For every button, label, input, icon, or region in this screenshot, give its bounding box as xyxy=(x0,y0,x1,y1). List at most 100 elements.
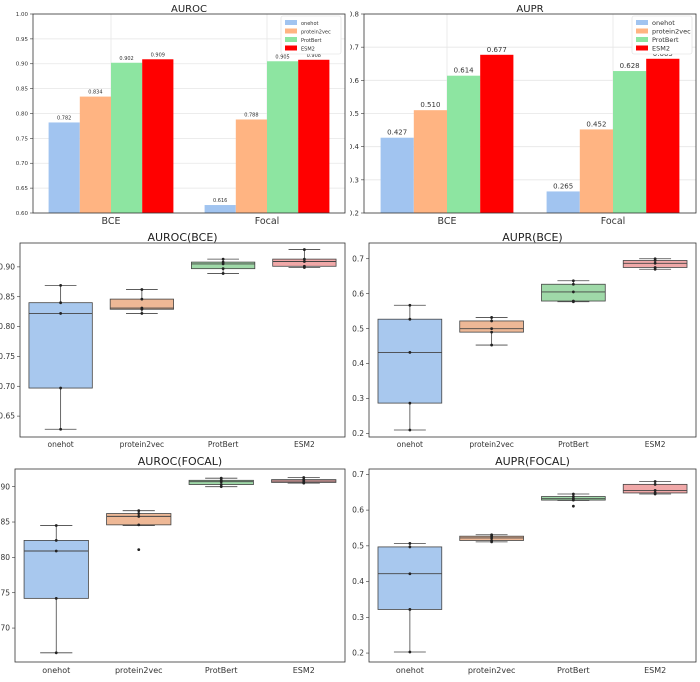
bar-esm2-focal xyxy=(298,59,330,213)
data-label: 0.265 xyxy=(553,182,573,190)
data-point xyxy=(408,428,412,432)
y-tick-label: 0.4 xyxy=(352,577,364,586)
data-point xyxy=(653,261,657,265)
data-point xyxy=(221,260,225,264)
data-point xyxy=(490,319,494,323)
auroc-bce-box-chart: AUROC(BCE) 0.65 0.70 0.75 0.80 0.85 0.90 onehot… xyxy=(0,226,350,452)
legend-swatch-onehot xyxy=(636,20,648,25)
chart-title: AUROC(BCE) xyxy=(147,231,217,244)
data-point xyxy=(54,651,58,655)
x-tick-label: ProtBert xyxy=(205,666,238,675)
data-point xyxy=(137,509,141,513)
bar-protbert-bce xyxy=(111,62,143,213)
data-label: 0.902 xyxy=(119,56,133,62)
y-tick-label: 1.00 xyxy=(16,12,29,18)
box-protein2vec xyxy=(459,320,524,333)
data-point xyxy=(571,282,575,286)
x-tick-label: Focal xyxy=(601,216,626,227)
y-tick-label: 0.2 xyxy=(350,209,359,217)
chart-svg: AUROC(FOCAL) 0.70 0.75 0.80 0.85 0.90 onehot pr… xyxy=(0,455,346,675)
y-tick-label: 0.7 xyxy=(352,254,364,263)
data-point xyxy=(490,327,494,331)
data-point xyxy=(137,548,141,551)
data-point xyxy=(137,512,141,515)
x-tick-label: ESM2 xyxy=(644,666,666,675)
legend-label: ESM2 xyxy=(652,45,670,53)
x-tick-label: onehot xyxy=(48,440,74,449)
legend-label: protein2vec xyxy=(301,30,331,36)
data-point xyxy=(59,427,63,431)
chart-svg: AUROC 0.60 0.65 0.70 0.75 0.80 0.85 0.90 0.95 1.0… xyxy=(16,4,346,227)
data-point xyxy=(408,650,412,654)
legend-swatch-protein2vec xyxy=(285,28,297,34)
chart-title: AUPR(FOCAL) xyxy=(495,455,570,468)
aupr-focal-box-chart: AUPR(FOCAL) 0.2 0.3 0.4 0.5 0.6 0.7 onehot prote… xyxy=(350,452,700,678)
legend-swatch-esm2 xyxy=(636,45,648,51)
bar-protbert-focal xyxy=(613,71,647,214)
y-tick-label: 0.2 xyxy=(352,429,364,438)
y-tick-label: 0.90 xyxy=(0,263,15,272)
data-point xyxy=(140,306,144,310)
data-point xyxy=(302,260,306,263)
auroc-bar-chart: AUROC 0.60 0.65 0.70 0.75 0.80 0.85 0.90 0.95 1.0… xyxy=(0,0,350,228)
legend-swatch-onehot xyxy=(285,20,297,25)
chart-title: AUROC(FOCAL) xyxy=(138,455,222,468)
plot-frame xyxy=(368,242,697,438)
y-tick-label: 0.90 xyxy=(0,482,10,491)
x-tick-label: ESM2 xyxy=(645,440,666,449)
data-point xyxy=(140,297,144,301)
legend-label: ProtBert xyxy=(301,38,321,44)
y-tick-label: 0.70 xyxy=(16,161,29,167)
chart-title: AUPR xyxy=(516,4,543,15)
y-tick-label: 0.70 xyxy=(0,624,10,633)
x-tick-label: onehot xyxy=(396,666,424,675)
data-point xyxy=(302,476,306,479)
box-onehot xyxy=(28,302,93,389)
y-tick-label: 0.70 xyxy=(0,382,15,391)
bar-esm2-focal xyxy=(646,58,680,214)
y-tick-label: 0.60 xyxy=(16,211,29,217)
x-tick-label: ProtBert xyxy=(558,440,589,449)
data-point xyxy=(408,572,412,576)
aupr-bar-chart: AUPR 0.2 0.3 0.4 0.5 0.6 0.7 0.8 0.427 0.510 0.614… xyxy=(348,0,700,228)
data-point xyxy=(59,301,63,305)
x-tick-label: protein2vec xyxy=(120,440,165,449)
y-tick-label: 0.95 xyxy=(16,37,29,43)
data-point xyxy=(59,312,63,315)
x-tick-label: ProtBert xyxy=(557,666,590,675)
data-point xyxy=(221,257,225,261)
y-tick-label: 0.5 xyxy=(352,541,364,550)
chart-svg: AUPR 0.2 0.3 0.4 0.5 0.6 0.7 0.8 0.427 0.510 0.614… xyxy=(348,4,697,227)
x-tick-label: onehot xyxy=(397,440,423,449)
data-point xyxy=(490,539,494,542)
data-point xyxy=(140,288,144,291)
plot-frame xyxy=(363,13,697,214)
data-point xyxy=(54,524,58,527)
data-point xyxy=(137,523,141,527)
data-point xyxy=(59,283,63,287)
y-tick-label: 0.3 xyxy=(350,176,359,184)
x-tick-label: onehot xyxy=(42,666,70,675)
data-label: 0.788 xyxy=(244,112,258,118)
legend-swatch-esm2 xyxy=(285,45,297,51)
data-point xyxy=(653,480,657,483)
data-label: 0.452 xyxy=(586,120,606,128)
x-tick-label: protein2vec xyxy=(468,666,516,675)
y-tick-label: 0.85 xyxy=(16,87,29,93)
legend-swatch-protein2vec xyxy=(636,28,648,34)
legend-label: onehot xyxy=(301,21,319,27)
y-tick-label: 0.4 xyxy=(350,143,360,151)
y-tick-label: 0.2 xyxy=(352,649,364,658)
bar-protein2vec-focal xyxy=(579,129,613,213)
data-label: 0.908 xyxy=(307,53,321,59)
x-tick-label: protein2vec xyxy=(469,440,514,449)
bar-protein2vec-bce xyxy=(79,96,111,213)
chart-svg: AUPR(FOCAL) 0.2 0.3 0.4 0.5 0.6 0.7 onehot prote… xyxy=(352,455,697,675)
y-tick-label: 0.80 xyxy=(0,553,10,562)
y-tick-label: 0.3 xyxy=(352,613,364,622)
legend-label: protein2vec xyxy=(652,28,691,36)
x-tick-label: ProtBert xyxy=(208,440,239,449)
data-point xyxy=(571,290,575,294)
data-point xyxy=(653,257,657,261)
